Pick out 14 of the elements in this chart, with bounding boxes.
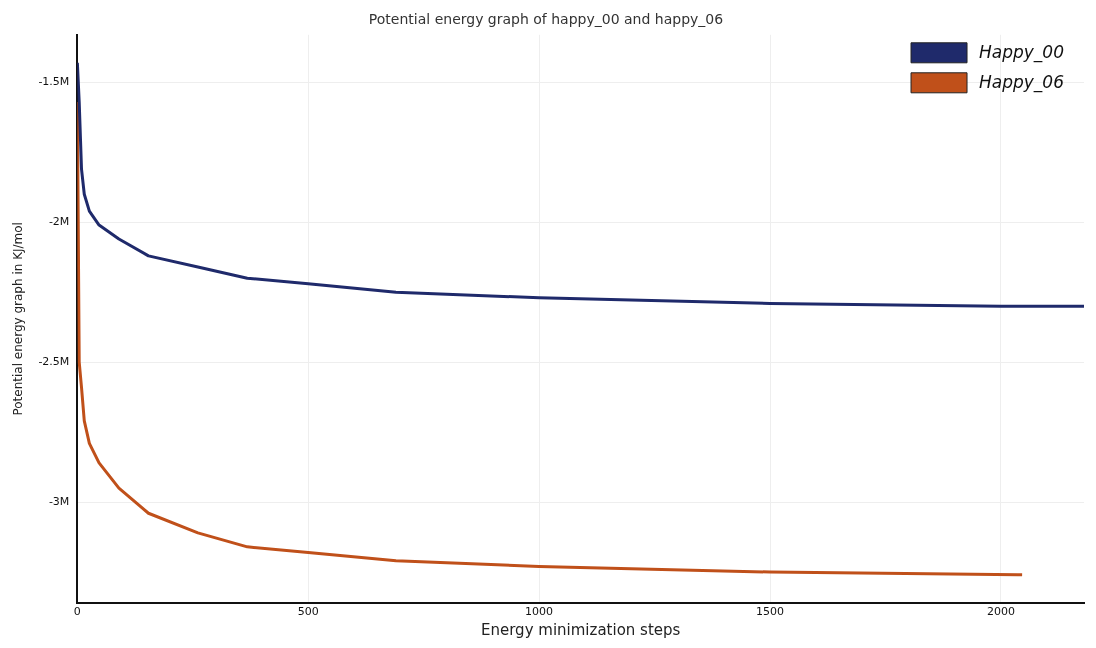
legend-label: Happy_06	[979, 72, 1065, 94]
x-tick-label: 1000	[525, 605, 554, 619]
y-axis-title: Potential energy graph in KJ/mol	[11, 222, 26, 416]
y-tick-label: -1.5M	[38, 75, 70, 89]
x-tick-label: 0	[73, 605, 81, 619]
legend-label: Happy_00	[979, 42, 1065, 64]
y-tick-label: -2.5M	[38, 355, 70, 369]
x-tick-label: 500	[297, 605, 319, 619]
x-axis-title: Energy minimization steps	[481, 620, 681, 639]
y-tick-label: -2M	[48, 215, 70, 229]
x-tick-label: 2000	[986, 605, 1015, 619]
y-tick-label: -3M	[48, 494, 70, 508]
chart-title: Potential energy graph of happy_00 and happy_06	[368, 11, 724, 28]
x-tick-label: 1500	[756, 605, 784, 619]
